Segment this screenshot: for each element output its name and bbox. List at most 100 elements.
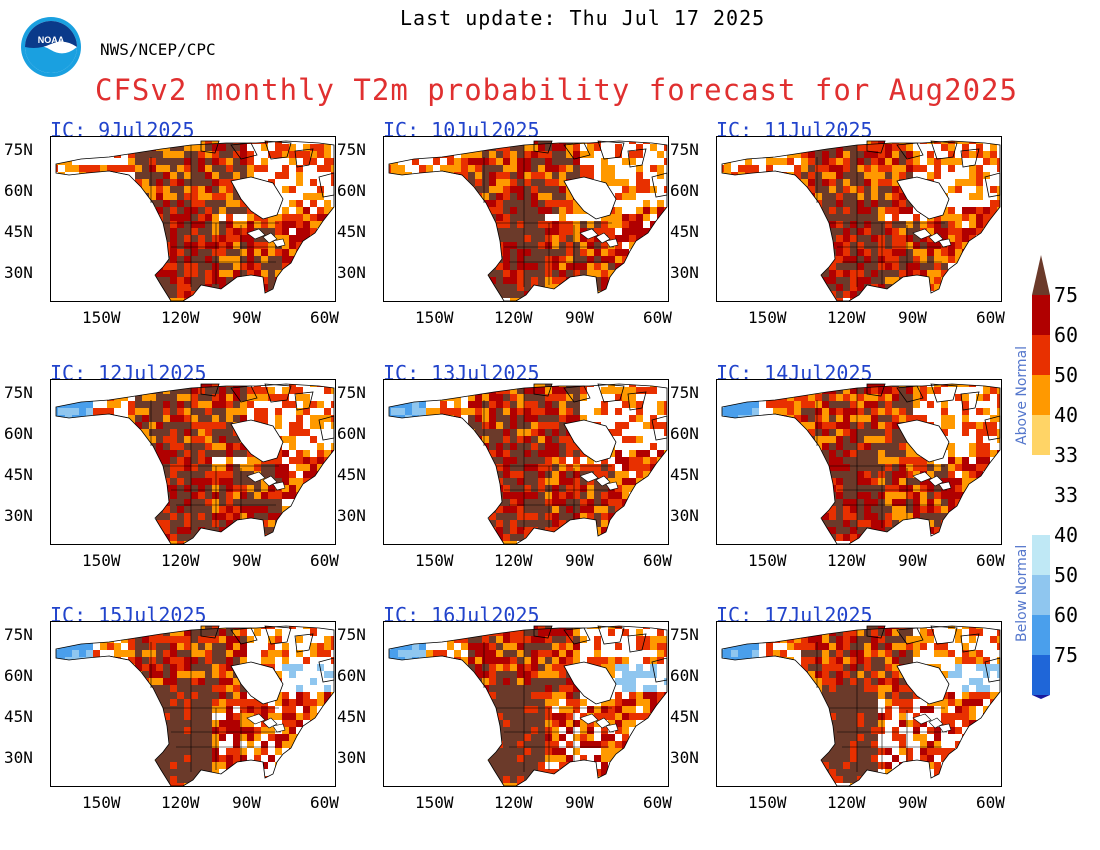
probability-cell (331, 235, 334, 242)
probability-cell (454, 228, 461, 235)
probability-cell (941, 141, 948, 144)
probability-cell (559, 478, 566, 485)
probability-cell (219, 534, 226, 541)
probability-cell (156, 200, 163, 207)
probability-cell (212, 443, 219, 450)
probability-cell (86, 384, 93, 387)
probability-cell (198, 256, 205, 263)
probability-cell (808, 207, 815, 214)
probability-cell (997, 492, 1000, 499)
probability-cell (808, 214, 815, 221)
probability-cell (906, 408, 913, 415)
probability-cell (496, 221, 503, 228)
probability-cell (240, 520, 247, 527)
probability-cell (282, 249, 289, 256)
probability-cell (808, 221, 815, 228)
probability-cell (794, 485, 801, 492)
probability-cell (412, 193, 419, 200)
probability-cell (86, 499, 93, 506)
probability-cell (941, 158, 948, 165)
probability-cell (566, 415, 573, 422)
probability-cell (142, 172, 149, 179)
probability-cell (899, 207, 906, 214)
probability-cell (184, 384, 191, 387)
probability-cell (121, 443, 128, 450)
probability-cell (552, 151, 559, 158)
probability-cell (587, 151, 594, 158)
probability-cell (177, 429, 184, 436)
probability-cell (391, 471, 398, 478)
probability-cell (622, 541, 629, 544)
probability-cell (517, 263, 524, 270)
probability-cell (899, 158, 906, 165)
probability-cell (324, 450, 331, 457)
probability-cell (722, 249, 724, 256)
probability-cell (531, 221, 538, 228)
probability-cell (573, 221, 580, 228)
probability-cell (871, 249, 878, 256)
probability-cell (156, 256, 163, 263)
probability-cell (475, 284, 482, 291)
probability-cell (65, 541, 72, 544)
probability-cell (752, 422, 759, 429)
probability-cell (829, 506, 836, 513)
probability-cell (205, 221, 212, 228)
probability-cell (941, 464, 948, 471)
probability-cell (780, 534, 787, 541)
probability-cell (275, 408, 282, 415)
probability-cell (177, 207, 184, 214)
probability-cell (205, 256, 212, 263)
probability-cell (426, 172, 433, 179)
probability-cell (419, 506, 426, 513)
probability-cell (282, 527, 289, 534)
probability-cell (822, 214, 829, 221)
probability-cell (969, 284, 976, 291)
probability-cell (142, 422, 149, 429)
probability-cell (664, 408, 667, 415)
probability-cell (205, 520, 212, 527)
probability-cell (948, 422, 955, 429)
latitude-label: 75N (670, 140, 699, 159)
probability-cell (419, 422, 426, 429)
probability-cell (990, 291, 997, 298)
probability-cell (780, 464, 787, 471)
probability-cell (489, 284, 496, 291)
probability-cell (142, 144, 149, 151)
probability-cell (226, 429, 233, 436)
probability-cell (156, 506, 163, 513)
probability-cell (226, 298, 233, 301)
probability-cell (722, 284, 724, 291)
probability-cell (573, 513, 580, 520)
probability-cell (531, 534, 538, 541)
probability-cell (72, 401, 79, 408)
probability-cell (857, 443, 864, 450)
island-outline (960, 148, 980, 168)
probability-cell (296, 464, 303, 471)
probability-cell (142, 464, 149, 471)
probability-cell (156, 394, 163, 401)
probability-cell (759, 464, 766, 471)
probability-cell (268, 291, 275, 298)
probability-cell (296, 179, 303, 186)
probability-cell (629, 520, 636, 527)
probability-cell (941, 471, 948, 478)
probability-cell (198, 443, 205, 450)
probability-cell (934, 277, 941, 284)
probability-cell (920, 277, 927, 284)
probability-cell (233, 436, 240, 443)
probability-cell (545, 443, 552, 450)
probability-cell (787, 228, 794, 235)
island-outline (930, 140, 958, 160)
probability-cell (212, 200, 219, 207)
probability-cell (587, 464, 594, 471)
probability-cell (724, 186, 731, 193)
island-outline (597, 140, 625, 160)
probability-cell (310, 457, 317, 464)
probability-cell (331, 443, 334, 450)
longitude-label: 60W (643, 551, 672, 570)
probability-cell (135, 158, 142, 165)
probability-cell (65, 387, 72, 394)
probability-cell (468, 485, 475, 492)
probability-cell (503, 394, 510, 401)
probability-cell (731, 186, 738, 193)
